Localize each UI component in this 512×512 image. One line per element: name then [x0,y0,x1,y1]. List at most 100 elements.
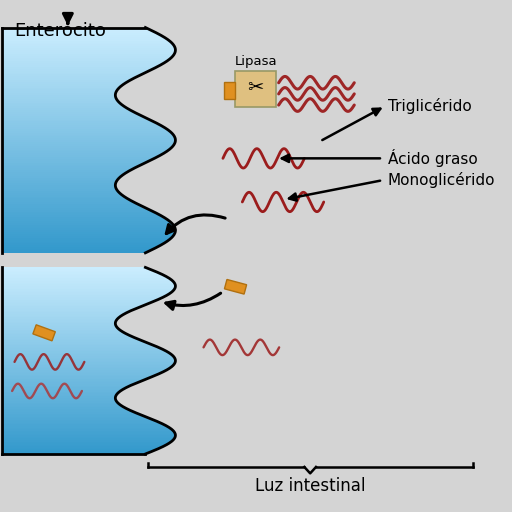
Polygon shape [3,269,151,270]
Text: Ácido graso: Ácido graso [388,150,478,167]
Polygon shape [3,174,123,176]
Polygon shape [3,146,173,147]
Polygon shape [3,189,117,191]
Polygon shape [3,318,117,321]
Polygon shape [3,131,170,133]
Polygon shape [3,267,147,269]
Polygon shape [3,370,165,372]
Polygon shape [3,412,136,414]
Polygon shape [3,298,159,300]
Polygon shape [3,360,176,362]
Polygon shape [3,438,174,440]
Polygon shape [3,297,162,298]
Polygon shape [3,342,147,344]
Polygon shape [3,157,155,159]
Polygon shape [3,204,140,206]
Polygon shape [3,334,129,336]
Polygon shape [3,446,162,448]
Polygon shape [3,443,168,444]
Polygon shape [3,121,155,123]
Polygon shape [3,303,147,305]
Polygon shape [3,366,173,367]
Polygon shape [3,45,174,46]
Polygon shape [3,170,129,172]
Polygon shape [3,152,165,153]
Polygon shape [3,381,139,382]
Bar [224,82,235,99]
Polygon shape [3,344,151,345]
Polygon shape [3,114,139,116]
Polygon shape [3,295,165,297]
Polygon shape [3,84,123,86]
Polygon shape [3,434,176,435]
Polygon shape [3,390,120,392]
Polygon shape [3,67,155,69]
Polygon shape [3,353,170,354]
Polygon shape [3,311,129,312]
Polygon shape [3,73,144,74]
Polygon shape [3,76,136,78]
Polygon shape [3,272,158,273]
Polygon shape [3,324,115,325]
Polygon shape [3,63,162,65]
Polygon shape [3,345,155,347]
Polygon shape [3,48,175,50]
Polygon shape [3,411,132,412]
Polygon shape [3,396,115,398]
Polygon shape [3,292,170,294]
Polygon shape [3,450,155,451]
Polygon shape [3,325,116,327]
Polygon shape [3,147,170,150]
Polygon shape [3,354,173,356]
Polygon shape [3,71,147,73]
Polygon shape [3,314,123,315]
Polygon shape [3,31,155,33]
Polygon shape [3,225,174,227]
Polygon shape [3,181,116,183]
Polygon shape [3,283,175,285]
Polygon shape [3,178,118,180]
Polygon shape [3,291,173,292]
Polygon shape [3,172,125,174]
Polygon shape [3,276,168,279]
Polygon shape [3,401,117,402]
Polygon shape [3,392,118,393]
Polygon shape [3,40,170,42]
Polygon shape [3,230,175,232]
Polygon shape [3,108,129,110]
Polygon shape [3,37,165,39]
Polygon shape [3,50,176,52]
Text: Triglicérido: Triglicérido [388,98,472,114]
Polygon shape [3,228,176,230]
Polygon shape [3,35,162,37]
Polygon shape [3,289,174,291]
Polygon shape [3,369,168,370]
Polygon shape [3,176,120,178]
Polygon shape [3,415,144,417]
Polygon shape [3,414,140,415]
Polygon shape [3,234,174,236]
Polygon shape [3,242,165,244]
Polygon shape [3,138,176,140]
Polygon shape [3,180,117,181]
Polygon shape [3,150,168,152]
Polygon shape [3,197,126,198]
Polygon shape [3,337,136,339]
Polygon shape [3,202,136,204]
Polygon shape [3,340,143,342]
Polygon shape [3,52,175,54]
Polygon shape [3,216,162,217]
Polygon shape [3,187,116,189]
Polygon shape [3,164,139,166]
Polygon shape [3,236,172,238]
Polygon shape [3,227,175,228]
Polygon shape [3,223,173,225]
Polygon shape [3,409,129,411]
Polygon shape [3,417,147,418]
Polygon shape [3,69,152,71]
Polygon shape [3,429,173,431]
Polygon shape [3,308,136,309]
Polygon shape [3,208,147,209]
Polygon shape [3,315,120,317]
Bar [33,325,55,341]
